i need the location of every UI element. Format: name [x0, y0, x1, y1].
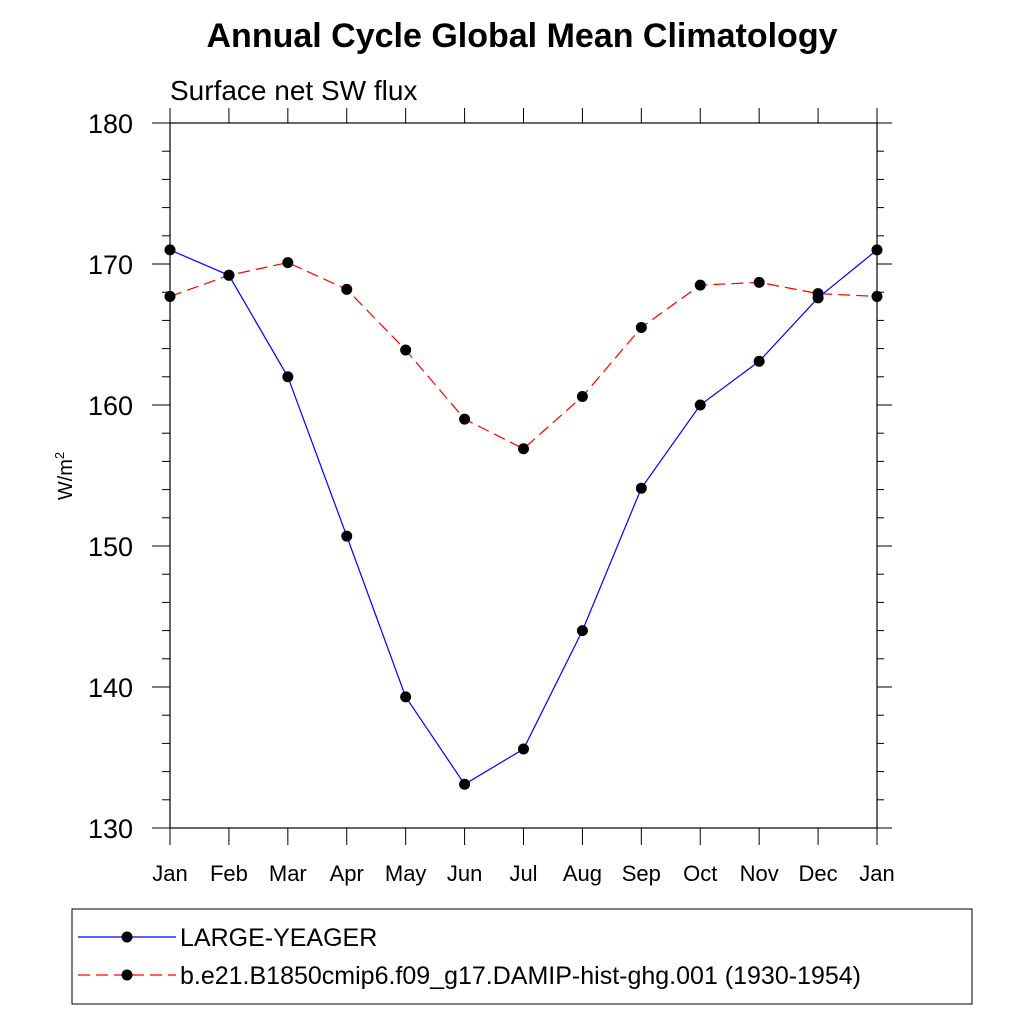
- data-point: [164, 290, 176, 302]
- data-point: [282, 371, 294, 383]
- plot-area: [169, 122, 878, 829]
- x-tick-label: Jan: [152, 861, 187, 886]
- legend-label: LARGE-YEAGER: [180, 924, 377, 952]
- chart-subtitle: Surface net SW flux: [170, 75, 417, 106]
- x-tick-labels: Jan Feb Mar Apr May Jun Jul Aug Sep Oct Nov Dec Jan: [152, 861, 894, 886]
- data-point: [400, 691, 412, 703]
- data-point: [812, 292, 824, 304]
- data-point: [753, 355, 765, 367]
- legend-label: b.e21.B1850cmip6.f09_g17.DAMIP-hist-ghg.…: [180, 962, 861, 990]
- x-tick-label: May: [385, 861, 427, 886]
- plot-frame: [169, 122, 878, 829]
- data-point: [871, 244, 883, 256]
- series-line: [169, 249, 878, 786]
- y-tick-label: 180: [88, 109, 133, 139]
- y-axis-label: W/m2: [52, 452, 77, 500]
- data-point: [576, 391, 588, 403]
- series-layer: [164, 244, 883, 790]
- x-tick-label: Dec: [799, 861, 838, 886]
- data-point: [400, 344, 412, 356]
- data-point: [694, 279, 706, 291]
- y-tick-label: 140: [88, 673, 133, 703]
- x-tick-label: Sep: [622, 861, 661, 886]
- y-axis-label-superscript: 2: [52, 452, 67, 459]
- data-point: [753, 276, 765, 288]
- data-point: [341, 283, 353, 295]
- x-tick-label: Mar: [269, 861, 307, 886]
- data-point: [459, 778, 471, 790]
- data-point: [871, 290, 883, 302]
- legend-marker: [121, 931, 133, 943]
- y-tick-label: 170: [88, 250, 133, 280]
- axis-ticks: [152, 108, 892, 845]
- chart-title: Annual Cycle Global Mean Climatology: [207, 17, 838, 55]
- legend-marker: [121, 969, 133, 981]
- data-point: [518, 443, 529, 455]
- data-point: [635, 482, 647, 494]
- x-tick-label: Jul: [509, 861, 537, 886]
- data-point: [518, 743, 529, 755]
- x-tick-label: Aug: [563, 861, 602, 886]
- y-axis-label-base: W/m: [55, 459, 77, 500]
- y-tick-label: 150: [88, 532, 133, 562]
- data-point: [223, 269, 235, 281]
- x-tick-label: Jun: [447, 861, 482, 886]
- data-point: [341, 530, 353, 542]
- y-tick-label: 130: [88, 814, 133, 844]
- x-tick-label: Oct: [683, 861, 717, 886]
- data-point: [576, 625, 588, 637]
- y-tick-labels: 130 140 150 160 170 180: [88, 109, 133, 844]
- x-tick-label: Nov: [740, 861, 779, 886]
- legend: LARGE-YEAGER b.e21.B1850cmip6.f09_g17.DAM…: [71, 908, 973, 1005]
- data-point: [694, 399, 706, 411]
- data-point: [459, 413, 471, 425]
- legend-box: [71, 908, 973, 1005]
- x-tick-label: Feb: [210, 861, 248, 886]
- x-tick-label: Apr: [330, 861, 364, 886]
- data-point: [635, 321, 647, 333]
- data-point: [282, 257, 294, 269]
- x-tick-label: Jan: [859, 861, 894, 886]
- data-point: [164, 244, 176, 256]
- y-tick-label: 160: [88, 391, 133, 421]
